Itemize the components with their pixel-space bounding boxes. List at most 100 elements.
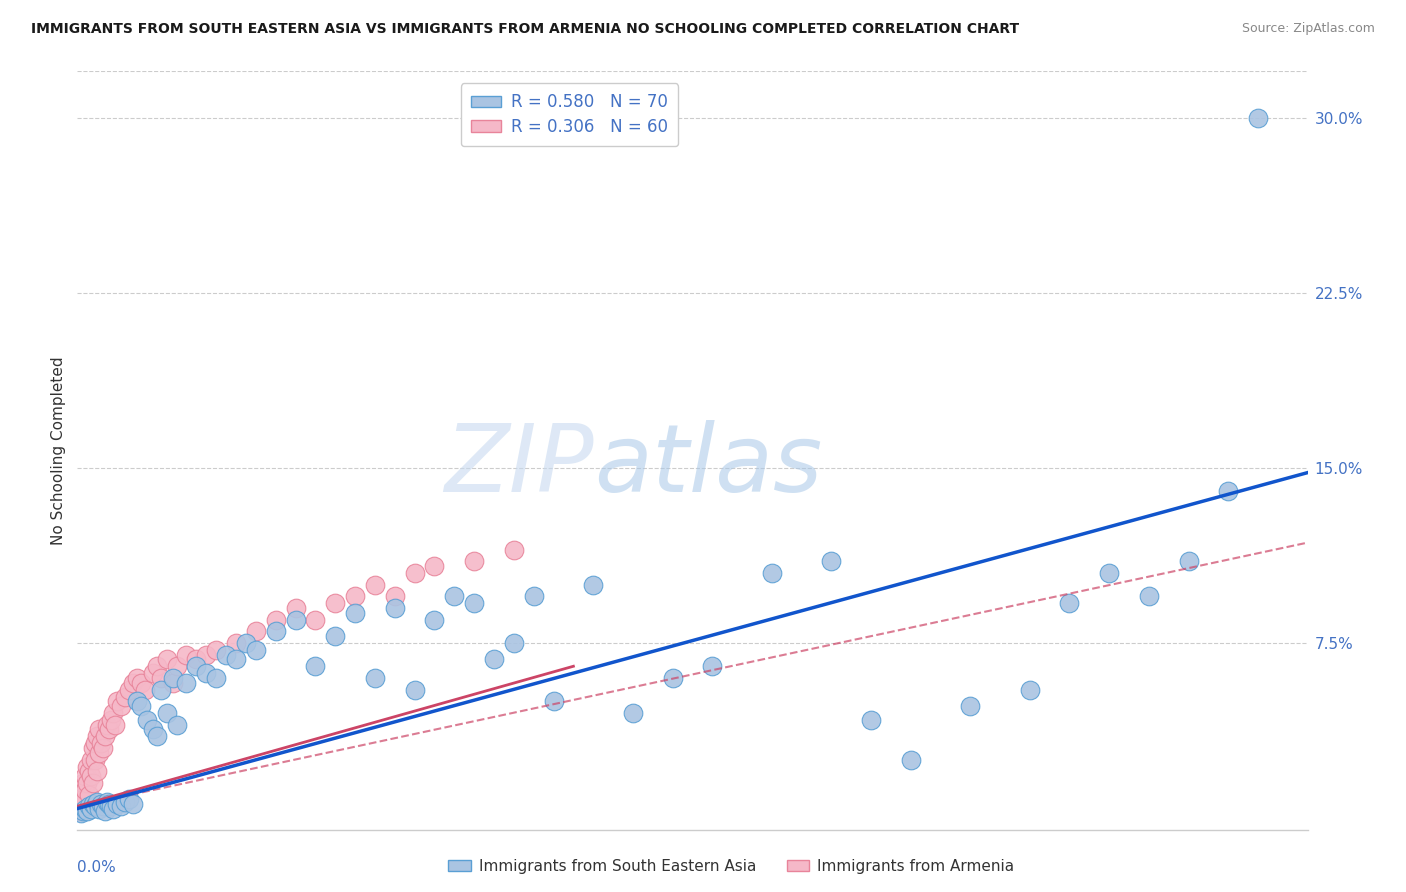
Point [186,652,208,666]
Point [364,577,387,591]
Point [959,698,981,713]
Point [156,706,179,720]
Point [384,601,406,615]
Point [245,643,267,657]
Point [502,542,524,557]
Point [1059,596,1081,610]
Point [94,804,117,818]
Point [80,753,103,767]
Point [114,795,136,809]
Point [215,648,238,662]
Point [70,806,93,821]
Point [156,652,179,666]
Point [149,682,172,697]
Point [82,776,104,790]
Point [122,797,145,811]
Point [129,675,152,690]
Point [463,554,485,568]
Point [1218,484,1240,499]
Point [86,729,108,743]
Point [176,675,198,690]
Point [75,783,97,797]
Point [105,694,128,708]
Point [264,624,287,639]
Text: IMMIGRANTS FROM SOUTH EASTERN ASIA VS IMMIGRANTS FROM ARMENIA NO SCHOOLING COMPL: IMMIGRANTS FROM SOUTH EASTERN ASIA VS IM… [31,22,1019,37]
Point [86,795,108,809]
Point [80,801,103,815]
Point [80,769,103,783]
Point [96,717,118,731]
Point [323,596,346,610]
Point [543,694,565,708]
Point [1098,566,1121,580]
Point [661,671,683,685]
Point [523,589,546,603]
Point [67,804,90,818]
Point [1018,682,1040,697]
Point [284,601,307,615]
Point [98,723,121,737]
Point [423,558,446,573]
Point [75,801,97,815]
Text: ZIP: ZIP [444,420,595,511]
Point [166,717,188,731]
Point [1137,589,1160,603]
Point [76,759,98,773]
Point [90,797,112,811]
Point [384,589,406,603]
Point [186,659,208,673]
Point [323,629,346,643]
Point [125,671,148,685]
Point [122,675,145,690]
Point [77,764,100,779]
Point [105,797,128,811]
Point [77,799,100,814]
Point [166,659,188,673]
Y-axis label: No Schooling Completed: No Schooling Completed [51,356,66,545]
Point [91,740,114,755]
Point [76,776,98,790]
Point [463,596,485,610]
Legend: Immigrants from South Eastern Asia, Immigrants from Armenia: Immigrants from South Eastern Asia, Immi… [441,853,1021,880]
Point [205,643,228,657]
Point [176,648,198,662]
Point [142,723,165,737]
Point [860,713,883,727]
Point [482,652,505,666]
Point [91,799,114,814]
Point [129,698,152,713]
Point [162,671,184,685]
Point [145,659,167,673]
Point [101,801,124,815]
Point [114,690,136,704]
Point [70,799,93,814]
Point [149,671,172,685]
Text: 0.0%: 0.0% [77,860,117,875]
Point [900,753,922,767]
Point [89,746,111,760]
Point [621,706,644,720]
Point [72,776,94,790]
Point [264,613,287,627]
Point [304,659,326,673]
Point [195,666,218,681]
Point [344,589,367,603]
Point [104,717,127,731]
Point [235,636,257,650]
Point [118,792,141,806]
Point [98,797,121,811]
Point [502,636,524,650]
Point [100,713,122,727]
Point [205,671,228,685]
Point [100,799,122,814]
Point [195,648,218,662]
Point [1247,111,1270,125]
Point [110,698,132,713]
Text: Source: ZipAtlas.com: Source: ZipAtlas.com [1241,22,1375,36]
Point [1177,554,1199,568]
Point [70,788,93,802]
Point [101,706,124,720]
Point [245,624,267,639]
Point [344,606,367,620]
Legend: R = 0.580   N = 70, R = 0.306   N = 60: R = 0.580 N = 70, R = 0.306 N = 60 [461,84,678,146]
